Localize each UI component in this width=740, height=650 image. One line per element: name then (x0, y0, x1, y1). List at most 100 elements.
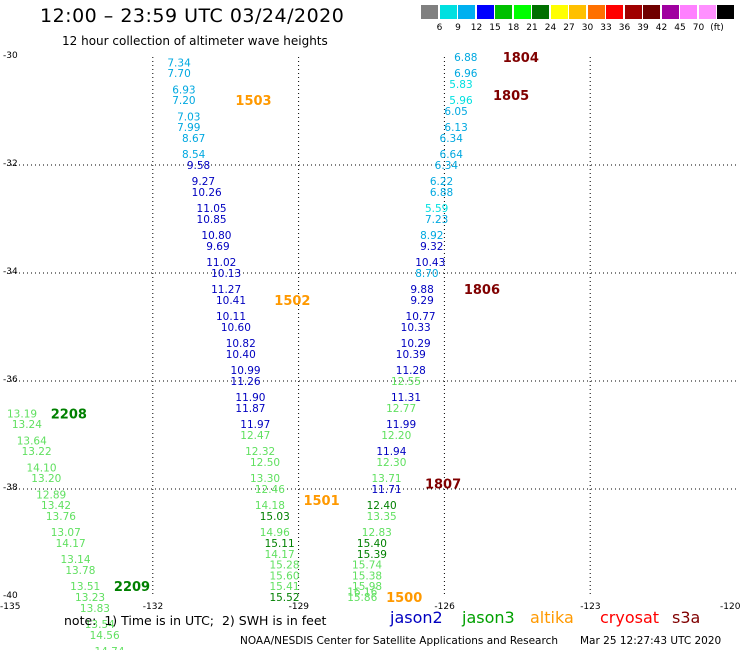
wave-height-value: 12.55 (391, 376, 421, 388)
wave-height-value: 10.82 (226, 338, 256, 350)
scale-label: 18 (507, 23, 520, 33)
scale-swatch (495, 5, 512, 19)
scale-label: 42 (655, 23, 668, 33)
wave-height-value: 13.30 (250, 473, 280, 485)
wave-height-value: 13.42 (41, 500, 71, 512)
chart-title: 12:00 – 23:59 UTC 03/24/2020 (40, 5, 345, 27)
wave-height-value: 13.64 (17, 435, 47, 447)
scale-label: 39 (637, 23, 649, 33)
wave-height-value: 13.23 (75, 592, 105, 604)
wave-height-value: 6.96 (454, 68, 478, 80)
wave-height-value: 10.33 (401, 322, 431, 334)
scale-label: 24 (544, 23, 557, 33)
wave-height-value: 11.87 (235, 403, 265, 415)
wave-height-value: 11.28 (396, 365, 426, 377)
wave-height-value: 12.83 (362, 527, 392, 539)
wave-height-value: 10.39 (396, 349, 426, 361)
wave-height-value: 5.96 (449, 95, 473, 107)
wave-height-value: 9.69 (206, 241, 229, 253)
longitude-tick: -129 (288, 602, 310, 612)
scale-label: 30 (581, 23, 594, 33)
wave-height-value: 10.41 (216, 295, 246, 307)
wave-height-value: 6.88 (454, 52, 477, 64)
scale-swatch (606, 5, 623, 19)
satellite-name-jason3: jason3 (462, 608, 515, 627)
scale-label: 45 (674, 23, 686, 33)
wave-height-value: 13.54 (85, 619, 115, 631)
scale-label: (ft) (710, 23, 724, 33)
wave-height-value: 15.86 (347, 592, 377, 604)
wave-height-value: 13.51 (70, 581, 100, 593)
satellite-name-altika: altika (530, 608, 574, 627)
wave-height-observations: 7.347.70 6.937.20 7.037.998.67 8.549.58 9.27… (7, 52, 478, 650)
wave-height-value: 9.88 (410, 284, 433, 296)
wave-height-value: 6.88 (430, 187, 453, 199)
wave-height-value: 12.20 (381, 430, 411, 442)
pass-number-label: 1501 (303, 494, 339, 509)
wave-height-value: 10.13 (211, 268, 241, 280)
scale-swatch (661, 5, 679, 19)
latitude-tick: -36 (3, 375, 18, 385)
scale-swatch (476, 5, 494, 19)
graticule (7, 57, 736, 597)
scale-label: 27 (563, 23, 575, 33)
scale-swatch (458, 5, 475, 19)
scale-swatch (680, 5, 697, 19)
wave-height-value: 14.18 (255, 500, 285, 512)
pass-number-label: 1500 (386, 591, 422, 606)
wave-height-value: 11.71 (372, 484, 402, 496)
wave-height-value: 10.80 (201, 230, 231, 242)
wave-height-value: 6.64 (440, 149, 464, 161)
scale-swatch (532, 5, 549, 19)
wave-height-value: 15.98 (352, 581, 382, 593)
wave-height-value: 8.54 (182, 149, 206, 161)
scale-label: 33 (600, 23, 612, 33)
wave-height-value: 7.70 (167, 68, 190, 80)
wave-height-value: 15.40 (357, 538, 387, 550)
longitude-tick: -126 (434, 602, 455, 612)
latitude-tick: -32 (3, 159, 18, 169)
color-scale-legend: 6 9 12 15 18 21 24 27 30 33 36 39 42 45 70 (ft) (421, 5, 735, 35)
scale-label: 21 (526, 23, 538, 33)
wave-height-value: 13.78 (65, 565, 95, 577)
wave-height-value: 11.90 (235, 392, 265, 404)
scale-label: 12 (470, 23, 483, 33)
pass-number-label: 1806 (464, 283, 500, 298)
latitude-tick: -30 (3, 51, 18, 61)
scale-label: 70 (692, 23, 705, 33)
scale-swatch (439, 5, 457, 19)
wave-height-value: 5.83 (449, 79, 472, 91)
pass-number-label: 1503 (235, 94, 271, 109)
scale-swatch (421, 5, 438, 19)
wave-height-value: 9.32 (420, 241, 443, 253)
wave-height-value: 11.97 (240, 419, 270, 431)
chart-subtitle: 12 hour collection of altimeter wave hei… (62, 34, 328, 48)
wave-height-value: 7.20 (172, 95, 195, 107)
wave-height-value: 13.19 (7, 408, 37, 420)
wave-height-value: 6.34 (435, 160, 459, 172)
wave-height-value: 5.59 (425, 203, 448, 215)
wave-height-value: 14.10 (26, 462, 56, 474)
wave-height-value: 9.27 (192, 176, 215, 188)
wave-height-value: 10.26 (192, 187, 222, 199)
wave-height-value: 11.05 (197, 203, 227, 215)
wave-height-value: 15.41 (269, 581, 299, 593)
wave-height-value: 11.27 (211, 284, 241, 296)
longitude-tick: -135 (0, 602, 21, 612)
wave-height-value: 15.52 (269, 592, 299, 604)
wave-height-value: 11.99 (386, 419, 416, 431)
wave-height-value: 12.30 (376, 457, 406, 469)
wave-height-value: 14.17 (56, 538, 86, 550)
scale-swatch (587, 5, 605, 19)
wave-height-value: 12.77 (386, 403, 416, 415)
longitude-tick: -132 (142, 602, 164, 612)
wave-height-value: 15.11 (265, 538, 295, 550)
wave-height-value: 9.29 (410, 295, 433, 307)
wave-height-value: 15.74 (352, 560, 382, 572)
scale-label: 6 (436, 23, 443, 33)
wave-height-value: 16.16 (347, 587, 377, 599)
scale-label: 15 (489, 23, 501, 33)
wave-height-value: 13.22 (22, 446, 52, 458)
wave-height-value: 12.46 (255, 484, 285, 496)
